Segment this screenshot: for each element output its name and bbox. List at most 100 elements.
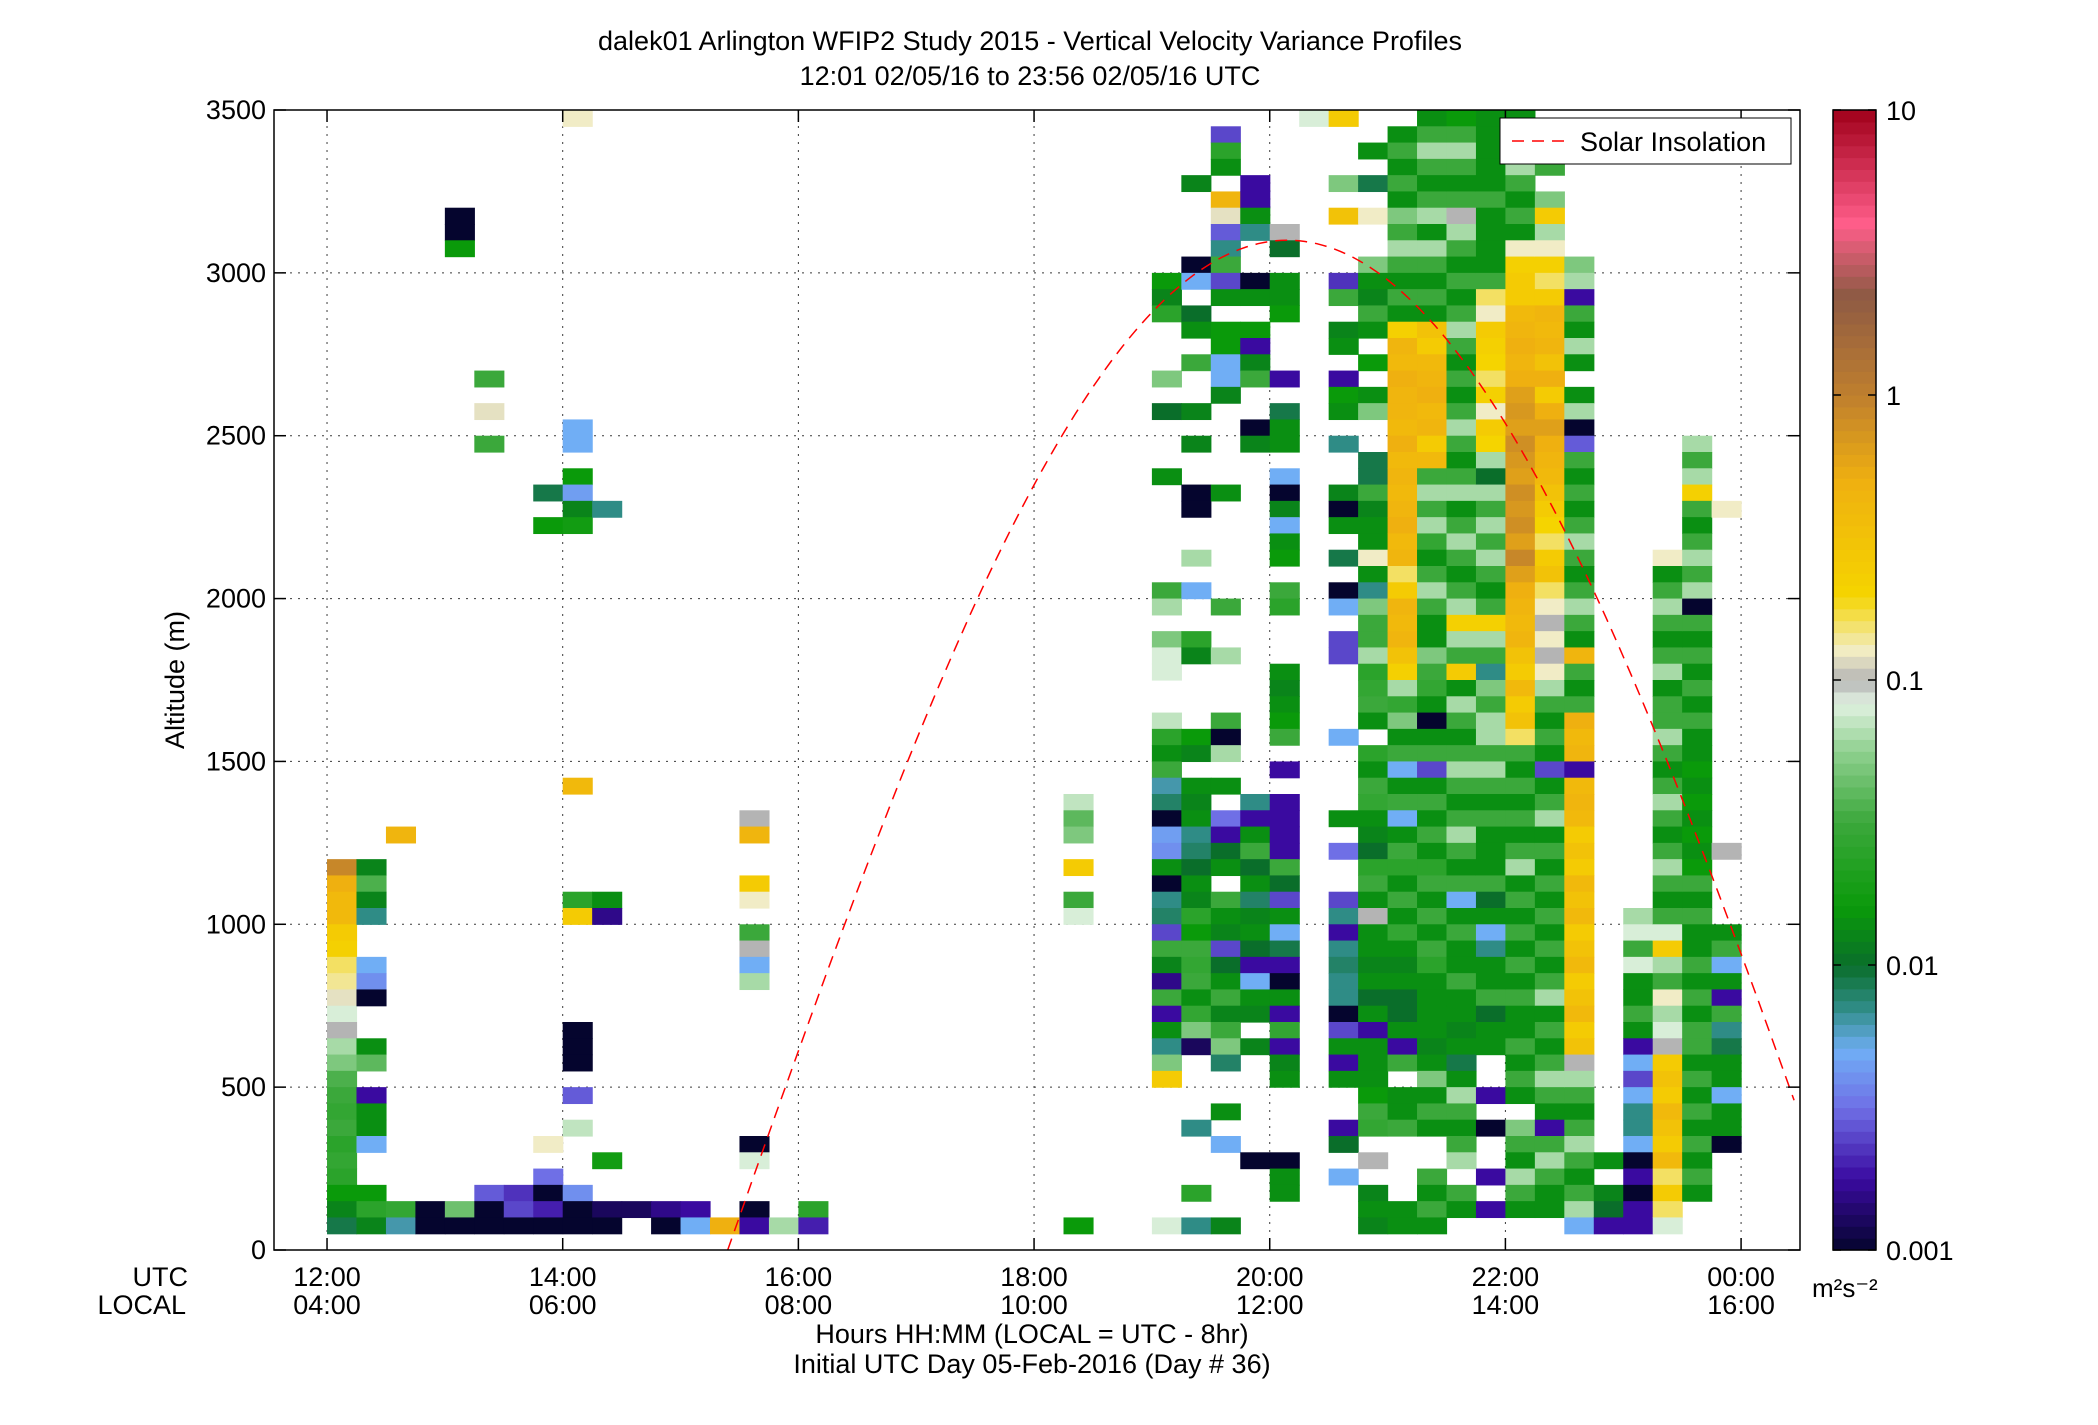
- heatmap-cell: [1505, 761, 1536, 779]
- heatmap-cell: [1151, 582, 1182, 600]
- heatmap-cell: [1446, 891, 1477, 909]
- heatmap-cell: [1446, 777, 1477, 795]
- heatmap-cell: [1652, 1119, 1683, 1137]
- heatmap-cell: [1534, 1005, 1565, 1023]
- colorbar-segment: [1833, 905, 1876, 919]
- heatmap-cell: [1181, 484, 1212, 502]
- heatmap-cell: [1387, 956, 1418, 974]
- heatmap-cell: [1711, 924, 1742, 942]
- heatmap-cell: [1446, 973, 1477, 991]
- heatmap-cell: [1534, 582, 1565, 600]
- heatmap-cell: [1682, 745, 1713, 763]
- heatmap-cell: [1328, 924, 1359, 942]
- colorbar-segment: [1833, 288, 1876, 301]
- heatmap-cell: [1534, 305, 1565, 323]
- heatmap-cell: [1063, 859, 1094, 877]
- heatmap-cell: [1446, 1005, 1477, 1023]
- colorbar-segment: [1833, 359, 1876, 372]
- heatmap-cell: [1358, 256, 1389, 274]
- heatmap-cell: [1505, 777, 1536, 795]
- heatmap-cell: [1534, 745, 1565, 763]
- heatmap-cell: [1181, 973, 1212, 991]
- heatmap-cell: [1269, 908, 1300, 925]
- heatmap-cell: [1564, 468, 1595, 486]
- heatmap-cell: [1269, 289, 1300, 307]
- heatmap-cell: [1358, 533, 1389, 551]
- colorbar-segment: [1833, 668, 1876, 681]
- heatmap-cell: [1181, 354, 1212, 372]
- heatmap-cell: [1682, 517, 1713, 535]
- heatmap-cell: [1240, 875, 1271, 893]
- heatmap-cell: [1534, 272, 1565, 290]
- heatmap-cell: [1652, 712, 1683, 730]
- heatmap-cell: [1711, 1103, 1742, 1121]
- x-tick-label-local: 16:00: [1707, 1290, 1775, 1320]
- heatmap-cell: [1564, 598, 1595, 616]
- heatmap-cell: [562, 1119, 593, 1137]
- x-row-label-local: LOCAL: [97, 1290, 186, 1320]
- colorbar-segment: [1833, 121, 1876, 135]
- heatmap-cell: [1446, 158, 1477, 176]
- heatmap-cell: [1534, 386, 1565, 404]
- heatmap-cell: [1505, 224, 1536, 241]
- heatmap-cell: [1682, 1136, 1713, 1153]
- heatmap-cell: [1446, 1103, 1477, 1121]
- colorbar-segment: [1833, 181, 1876, 194]
- heatmap-cell: [1505, 191, 1536, 209]
- heatmap-cell: [739, 940, 770, 958]
- heatmap-cell: [1328, 973, 1359, 991]
- colorbar-segment: [1833, 941, 1876, 954]
- heatmap-cell: [1269, 517, 1300, 535]
- heatmap-cell: [1534, 1168, 1565, 1186]
- heatmap-cell: [1151, 403, 1182, 421]
- colorbar-segment: [1833, 1060, 1876, 1073]
- heatmap-cell: [1682, 663, 1713, 681]
- heatmap-cell: [1063, 908, 1094, 925]
- heatmap-cell: [1682, 712, 1713, 730]
- heatmap-cell: [1534, 354, 1565, 372]
- heatmap-cell: [1358, 826, 1389, 844]
- heatmap-cell: [1269, 826, 1300, 844]
- heatmap-cell: [356, 859, 387, 877]
- x-axis-label-line2: Initial UTC Day 05-Feb-2016 (Day # 36): [793, 1349, 1270, 1379]
- heatmap-cell: [1564, 989, 1595, 1007]
- heatmap-cell: [533, 1184, 564, 1202]
- heatmap-cell: [1446, 435, 1477, 453]
- heatmap-cell: [1564, 973, 1595, 991]
- heatmap-cell: [1564, 956, 1595, 974]
- heatmap-cell: [1210, 354, 1241, 372]
- colorbar-segment: [1833, 715, 1876, 729]
- heatmap-cell: [1446, 354, 1477, 372]
- heatmap-cell: [1475, 484, 1507, 502]
- heatmap-cell: [1505, 663, 1536, 681]
- colorbar-segment: [1833, 917, 1876, 930]
- colorbar-segment: [1833, 585, 1876, 598]
- heatmap-cell: [1534, 256, 1565, 274]
- heatmap-cell: [1711, 1087, 1742, 1105]
- heatmap-cell: [1358, 647, 1389, 665]
- colorbar-segment: [1833, 929, 1876, 942]
- heatmap-cell: [739, 1217, 770, 1235]
- colorbar-segment: [1833, 727, 1876, 740]
- heatmap-cell: [1269, 1005, 1300, 1023]
- heatmap-cell: [1534, 289, 1565, 307]
- heatmap-cell: [1711, 1119, 1742, 1137]
- heatmap-cell: [1181, 631, 1212, 649]
- heatmap-cell: [1417, 794, 1448, 811]
- heatmap-cell: [327, 1119, 358, 1137]
- colorbar-segment: [1833, 1024, 1876, 1037]
- heatmap-cell: [1446, 207, 1477, 225]
- heatmap-cell: [1593, 1217, 1624, 1235]
- heatmap-cell: [562, 110, 593, 127]
- heatmap-cell: [1181, 956, 1212, 974]
- heatmap-cell: [444, 207, 475, 225]
- heatmap-cell: [1564, 842, 1595, 860]
- heatmap-cell: [1652, 696, 1683, 714]
- heatmap-cell: [1475, 826, 1507, 844]
- heatmap-cell: [1210, 924, 1241, 942]
- heatmap-cell: [1682, 777, 1713, 795]
- x-tick-label-local: 12:00: [1236, 1290, 1304, 1320]
- heatmap-cell: [1417, 289, 1448, 307]
- colorbar-segment: [1833, 656, 1876, 669]
- heatmap-cell: [1358, 566, 1389, 583]
